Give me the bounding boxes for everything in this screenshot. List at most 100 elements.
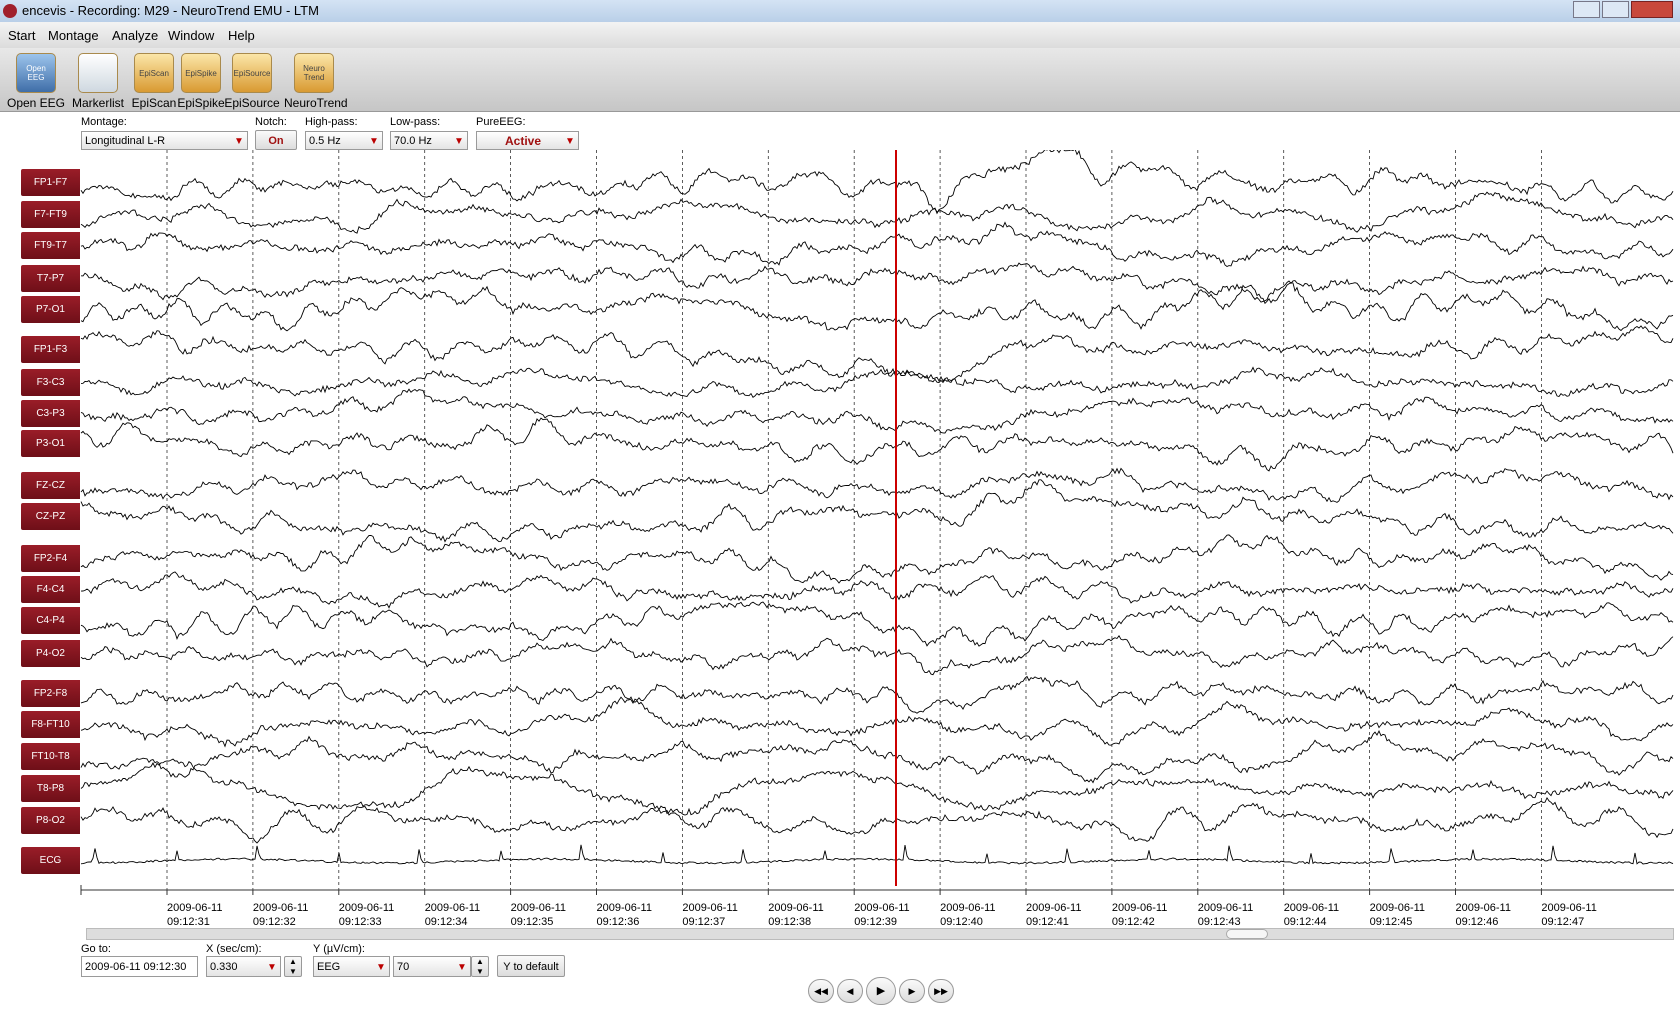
toolbar-label: EpiSpike (177, 96, 225, 110)
arrow: ▼ (565, 136, 575, 147)
window-buttons (1573, 1, 1673, 18)
x-spinner[interactable]: ▲ ▼ (284, 956, 302, 977)
toolbar-button[interactable]: EpiSpike EpiSpike (171, 53, 231, 110)
time-time: 09:12:34 (425, 916, 468, 928)
time-date: 2009-06-11 (1284, 902, 1339, 914)
time-time: 09:12:43 (1198, 916, 1241, 928)
scrollbar[interactable] (86, 928, 1674, 940)
channel-label[interactable]: P4-O2 (21, 640, 80, 667)
time-date: 2009-06-11 (1456, 902, 1511, 914)
channel-label[interactable]: T7-P7 (21, 265, 80, 292)
toolbar-icon: EpiSpike (181, 53, 221, 93)
play[interactable]: ▶ (866, 977, 896, 1005)
channel-label[interactable]: P8-O2 (21, 807, 80, 834)
y-spinner[interactable]: ▲ ▼ (471, 956, 489, 977)
channel-label[interactable]: ECG (21, 847, 80, 874)
value: 70 (397, 961, 410, 973)
time-date: 2009-06-11 (1198, 902, 1253, 914)
channel-label[interactable]: FT9-T7 (21, 232, 80, 259)
time-date: 2009-06-11 (597, 902, 652, 914)
time-time: 09:12:40 (940, 916, 983, 928)
menu-item[interactable]: Help (228, 28, 255, 43)
step-forward[interactable]: ▶ (899, 979, 925, 1003)
close[interactable] (1631, 1, 1673, 18)
channel-label[interactable]: FP1-F3 (21, 336, 80, 363)
eeg-trace (80, 366, 1674, 398)
channel-label[interactable]: FP2-F4 (21, 545, 80, 572)
channel-label[interactable]: P7-O1 (21, 296, 80, 323)
step-back[interactable]: ◀ (837, 979, 863, 1003)
y-type-select[interactable]: EEG ▼ (313, 956, 390, 977)
maximize[interactable] (1602, 1, 1629, 18)
channel-label[interactable]: F7-FT9 (21, 201, 80, 228)
rewind[interactable]: ◀◀ (808, 979, 834, 1003)
notch-button[interactable]: On (255, 130, 297, 150)
eeg-trace (80, 758, 1674, 816)
time-date: 2009-06-11 (1112, 902, 1167, 914)
toolbar-button[interactable]: Markerlist (68, 53, 128, 110)
toolbar-label: NeuroTrend (284, 96, 348, 110)
toolbar-button[interactable]: EpiScan EpiScan (124, 53, 184, 110)
goto-input[interactable]: 2009-06-11 09:12:30 (81, 956, 198, 977)
time-time: 09:12:39 (854, 916, 897, 928)
channel-label[interactable]: T8-P8 (21, 775, 80, 802)
eeg-trace (80, 675, 1674, 714)
label: Montage: (81, 116, 127, 128)
label: PureEEG: (476, 116, 526, 128)
eeg-trace (80, 262, 1674, 303)
label: High-pass: (305, 116, 358, 128)
toolbar-button[interactable]: Open EEG Open EEG (6, 53, 66, 110)
time-date: 2009-06-11 (511, 902, 566, 914)
eeg-trace (80, 417, 1674, 472)
scroll-thumb[interactable] (1226, 929, 1268, 939)
pureeeg-select[interactable]: Active ▼ (476, 131, 579, 150)
eeg-trace (80, 534, 1674, 584)
time-time: 09:12:37 (682, 916, 725, 928)
highpass-select[interactable]: 0.5 Hz ▼ (305, 131, 383, 150)
y-select[interactable]: 70 ▼ (393, 956, 471, 977)
toolbar-icon (78, 53, 118, 93)
y-default-button[interactable]: Y to default (497, 955, 565, 977)
montage-select[interactable]: Longitudinal L-R ▼ (81, 131, 248, 150)
channel-label[interactable]: FP2-F8 (21, 680, 80, 707)
toolbar-label: EpiSource (224, 96, 280, 110)
lowpass-select[interactable]: 70.0 Hz ▼ (390, 131, 468, 150)
channel-label[interactable]: FP1-F7 (21, 169, 80, 196)
menu-item[interactable]: Window (168, 28, 215, 43)
toolbar-label: Markerlist (71, 96, 124, 110)
channel-label[interactable]: P3-O1 (21, 430, 80, 457)
toolbar-button[interactable]: Neuro Trend NeuroTrend (284, 53, 348, 110)
menu-item[interactable]: Montage (48, 28, 99, 43)
channel-label[interactable]: CZ-PZ (21, 503, 80, 530)
channel-label[interactable]: FT10-T8 (21, 743, 80, 770)
time-date: 2009-06-11 (768, 902, 823, 914)
channel-label[interactable]: F3-C3 (21, 369, 80, 396)
eeg-trace (80, 150, 1674, 215)
channel-label[interactable]: C3-P3 (21, 400, 80, 427)
menu-item[interactable]: Analyze (112, 28, 159, 43)
time-date: 2009-06-11 (167, 902, 222, 914)
arrow: ▼ (457, 962, 467, 973)
time-date: 2009-06-11 (682, 902, 737, 914)
time-time: 09:12:33 (339, 916, 382, 928)
label: Y (µV/cm): (313, 943, 365, 955)
label: Go to: (81, 943, 111, 955)
channel-label[interactable]: F8-FT10 (21, 711, 80, 738)
label: Notch: (255, 116, 287, 128)
channel-label[interactable]: F4-C4 (21, 576, 80, 603)
channel-label[interactable]: C4-P4 (21, 607, 80, 634)
channel-label[interactable]: FZ-CZ (21, 472, 80, 499)
time-date: 2009-06-11 (1370, 902, 1425, 914)
label: X (sec/cm): (206, 943, 262, 955)
minimize[interactable] (1573, 1, 1600, 18)
toolbar-icon: EpiSource (232, 53, 272, 93)
menu-item[interactable]: Start (8, 28, 36, 43)
toolbar-icon: Open EEG (16, 53, 56, 93)
toolbar-icon: Neuro Trend (294, 53, 334, 93)
time-time: 09:12:45 (1370, 916, 1413, 928)
toolbar-button[interactable]: EpiSource EpiSource (222, 53, 282, 110)
eeg-trace (80, 796, 1674, 844)
arrow: ▼ (369, 136, 379, 147)
fast-forward[interactable]: ▶▶ (928, 979, 954, 1003)
x-select[interactable]: 0.330 ▼ (206, 956, 281, 977)
